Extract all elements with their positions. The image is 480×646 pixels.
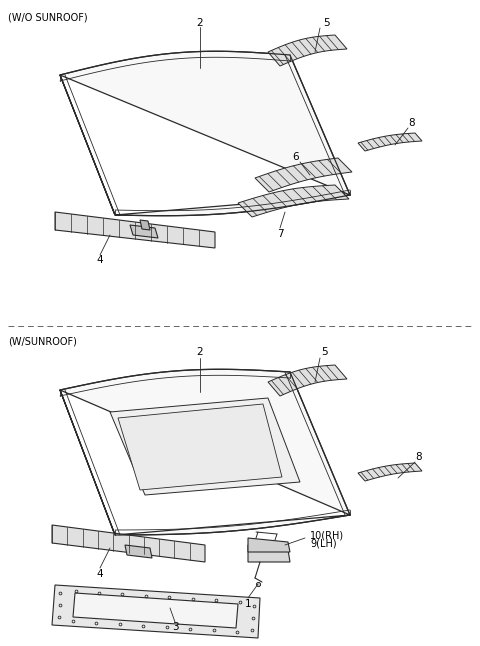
Polygon shape — [52, 525, 205, 562]
Text: 2: 2 — [197, 18, 204, 28]
Polygon shape — [118, 404, 282, 490]
Text: 2: 2 — [197, 347, 204, 357]
Text: 4: 4 — [96, 569, 103, 579]
Polygon shape — [238, 185, 349, 217]
Polygon shape — [248, 545, 290, 562]
Polygon shape — [358, 463, 422, 481]
Text: 1: 1 — [245, 599, 252, 609]
Text: 9(LH): 9(LH) — [310, 538, 336, 548]
Polygon shape — [358, 133, 422, 151]
Polygon shape — [60, 51, 350, 216]
Text: 4: 4 — [96, 255, 103, 265]
Polygon shape — [55, 212, 215, 248]
Text: (W/O SUNROOF): (W/O SUNROOF) — [8, 12, 88, 22]
Polygon shape — [52, 585, 260, 638]
Polygon shape — [255, 158, 352, 192]
Polygon shape — [60, 370, 350, 535]
Polygon shape — [73, 593, 238, 628]
Text: 7: 7 — [276, 229, 283, 239]
Text: 5: 5 — [322, 347, 328, 357]
Text: (W/SUNROOF): (W/SUNROOF) — [8, 336, 77, 346]
Polygon shape — [268, 35, 347, 66]
Text: 8: 8 — [416, 452, 422, 462]
Polygon shape — [268, 365, 347, 396]
Text: 8: 8 — [408, 118, 415, 128]
Text: 3: 3 — [172, 622, 178, 632]
Polygon shape — [130, 225, 158, 238]
Text: 6: 6 — [293, 152, 300, 162]
Text: 5: 5 — [323, 18, 329, 28]
Polygon shape — [248, 538, 290, 552]
Polygon shape — [140, 220, 150, 230]
Text: 10(RH): 10(RH) — [310, 530, 344, 540]
Polygon shape — [125, 545, 152, 558]
Polygon shape — [110, 398, 300, 495]
